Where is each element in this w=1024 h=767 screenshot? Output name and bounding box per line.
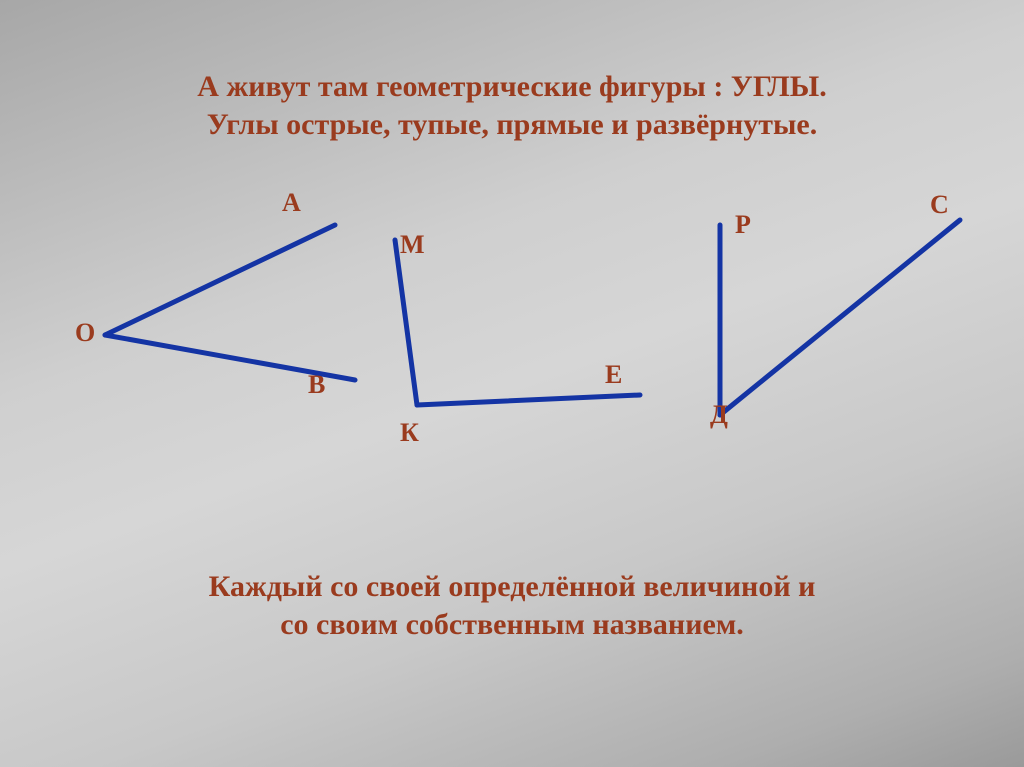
point-label-С: С — [930, 190, 949, 220]
angles-diagram — [0, 0, 1024, 767]
acute-ray1 — [105, 225, 335, 335]
point-label-Е: Е — [605, 360, 622, 390]
point-label-М: М — [400, 230, 425, 260]
obtuse-ray2 — [417, 395, 640, 405]
point-label-Д: Д — [710, 400, 728, 430]
obtuse-ray1 — [395, 240, 417, 405]
footer-line-2: со своим собственным названием. — [0, 608, 1024, 642]
point-label-О: О — [75, 318, 95, 348]
point-label-Р: Р — [735, 210, 751, 240]
point-label-К: К — [400, 418, 419, 448]
point-label-В: В — [308, 370, 325, 400]
footer-line-1: Каждый со своей определённой величиной и — [0, 570, 1024, 604]
point-label-А: А — [282, 188, 301, 218]
right-ray2 — [720, 220, 960, 415]
